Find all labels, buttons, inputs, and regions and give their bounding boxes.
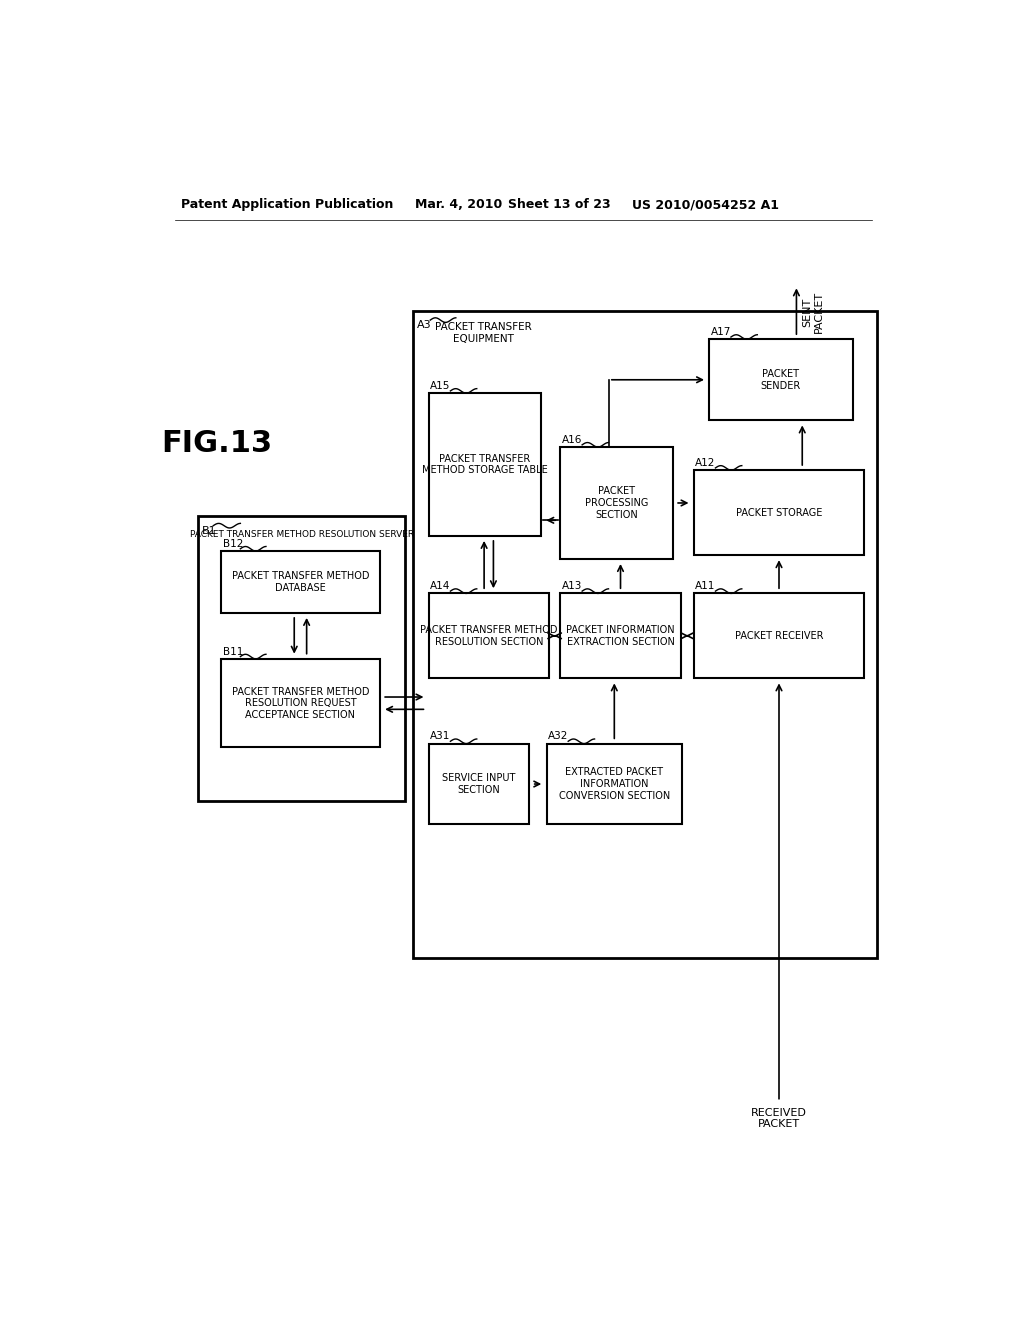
Text: B12: B12 — [222, 539, 243, 549]
Bar — [429, 594, 549, 678]
Text: SENT
PACKET: SENT PACKET — [803, 292, 824, 334]
Bar — [221, 659, 380, 747]
Text: PACKET
SENDER: PACKET SENDER — [761, 370, 801, 391]
Text: PACKET TRANSFER METHOD RESOLUTION SERVER: PACKET TRANSFER METHOD RESOLUTION SERVER — [189, 531, 414, 540]
Bar — [221, 552, 380, 612]
Text: B11: B11 — [222, 647, 243, 656]
Text: SERVICE INPUT
SECTION: SERVICE INPUT SECTION — [442, 774, 516, 795]
Text: PACKET TRANSFER
METHOD STORAGE TABLE: PACKET TRANSFER METHOD STORAGE TABLE — [422, 454, 548, 475]
Text: A15: A15 — [430, 381, 451, 391]
Text: PACKET TRANSFER METHOD
RESOLUTION REQUEST
ACCEPTANCE SECTION: PACKET TRANSFER METHOD RESOLUTION REQUES… — [231, 686, 370, 719]
Text: US 2010/0054252 A1: US 2010/0054252 A1 — [632, 198, 778, 211]
Bar — [414, 312, 877, 958]
Text: EXTRACTED PACKET
INFORMATION
CONVERSION SECTION: EXTRACTED PACKET INFORMATION CONVERSION … — [559, 767, 670, 801]
Text: A32: A32 — [548, 731, 568, 742]
Text: RECEIVED
PACKET: RECEIVED PACKET — [751, 1107, 807, 1130]
Bar — [710, 339, 853, 420]
Bar — [198, 516, 406, 801]
Text: PACKET INFORMATION
EXTRACTION SECTION: PACKET INFORMATION EXTRACTION SECTION — [566, 624, 675, 647]
Bar — [429, 393, 541, 536]
Text: PACKET
PROCESSING
SECTION: PACKET PROCESSING SECTION — [585, 486, 648, 520]
Text: A3: A3 — [417, 321, 432, 330]
Text: PACKET TRANSFER METHOD
DATABASE: PACKET TRANSFER METHOD DATABASE — [231, 572, 370, 593]
Text: A12: A12 — [695, 458, 716, 469]
Text: A17: A17 — [711, 327, 731, 337]
Bar — [693, 594, 864, 678]
Bar — [693, 470, 864, 554]
Text: A11: A11 — [695, 581, 716, 591]
Text: A31: A31 — [430, 731, 451, 742]
Text: B1: B1 — [202, 525, 216, 536]
Bar — [560, 447, 673, 558]
Bar — [547, 743, 682, 825]
Text: PACKET TRANSFER METHOD
RESOLUTION SECTION: PACKET TRANSFER METHOD RESOLUTION SECTIO… — [420, 624, 557, 647]
Text: A14: A14 — [430, 581, 451, 591]
Bar — [429, 743, 529, 825]
Text: PACKET RECEIVER: PACKET RECEIVER — [735, 631, 823, 640]
Bar — [560, 594, 681, 678]
Text: Sheet 13 of 23: Sheet 13 of 23 — [508, 198, 610, 211]
Text: A16: A16 — [562, 434, 583, 445]
Text: Mar. 4, 2010: Mar. 4, 2010 — [415, 198, 502, 211]
Text: PACKET STORAGE: PACKET STORAGE — [736, 508, 822, 517]
Text: A13: A13 — [562, 581, 583, 591]
Text: Patent Application Publication: Patent Application Publication — [180, 198, 393, 211]
Text: FIG.13: FIG.13 — [162, 429, 272, 458]
Text: PACKET TRANSFER
EQUIPMENT: PACKET TRANSFER EQUIPMENT — [434, 322, 531, 345]
